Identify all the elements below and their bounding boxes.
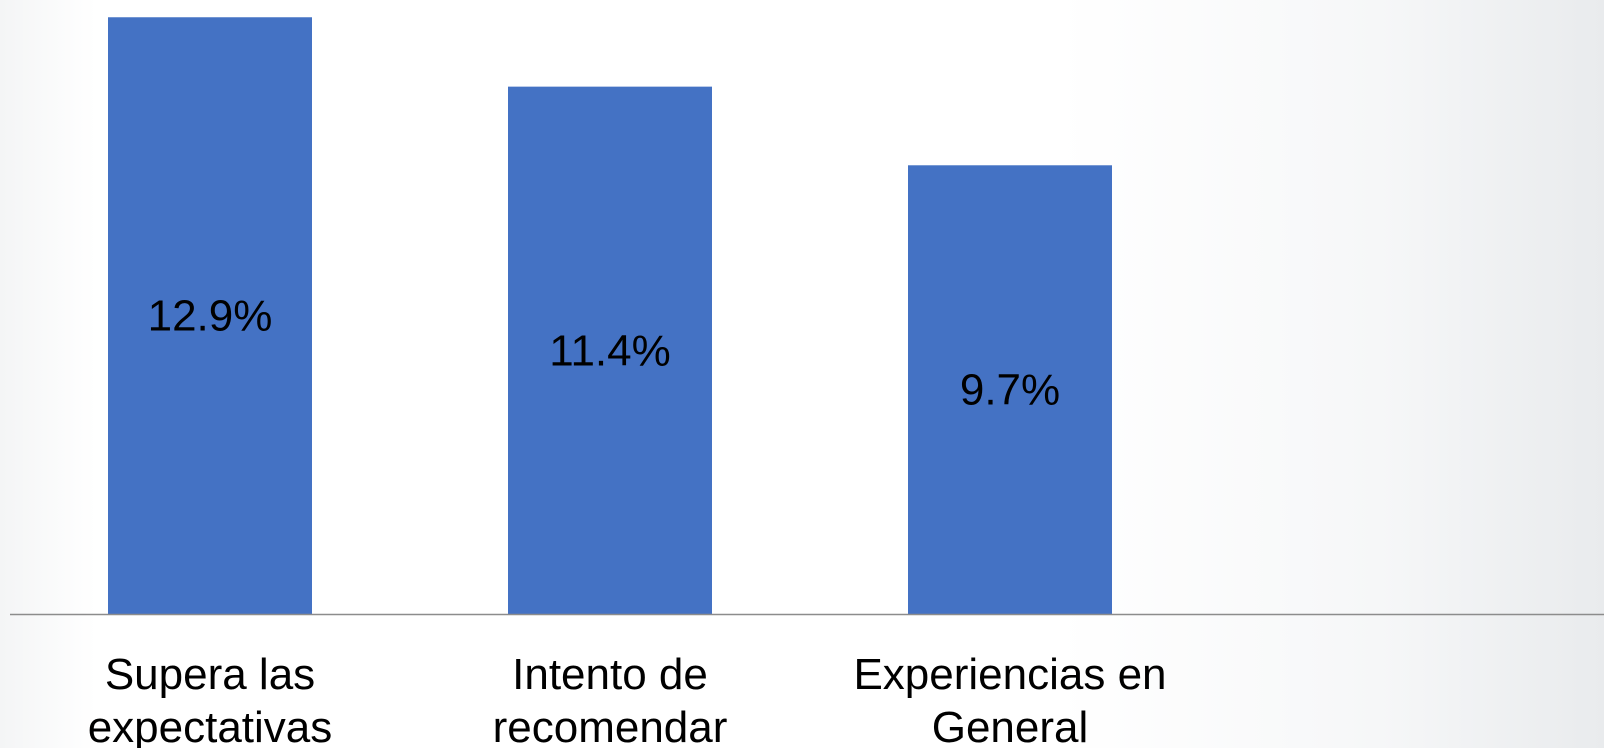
- bars-group: [108, 17, 1112, 615]
- bar-1: [108, 17, 312, 615]
- category-label-line: Intento de: [512, 650, 708, 699]
- category-label-line: General: [932, 703, 1089, 748]
- bar-2: [508, 86, 712, 614]
- data-labels-group: 12.9% 11.4% 9.7%: [148, 292, 1061, 415]
- category-label-1: Supera las expectativas: [88, 650, 333, 748]
- category-label-line: Experiencias en: [853, 650, 1166, 699]
- category-label-line: recomendar: [493, 703, 728, 748]
- category-labels-group: Supera las expectativas Intento de recomend…: [88, 650, 1167, 748]
- data-label-3: 9.7%: [960, 366, 1060, 415]
- category-label-2: Intento de recomendar: [493, 650, 728, 748]
- category-label-line: expectativas: [88, 703, 333, 748]
- data-label-2: 11.4%: [549, 326, 671, 375]
- bar-3: [908, 165, 1112, 614]
- category-label-3: Experiencias en General: [853, 650, 1166, 748]
- data-label-1: 12.9%: [148, 292, 273, 341]
- category-label-line: Supera las: [105, 650, 315, 699]
